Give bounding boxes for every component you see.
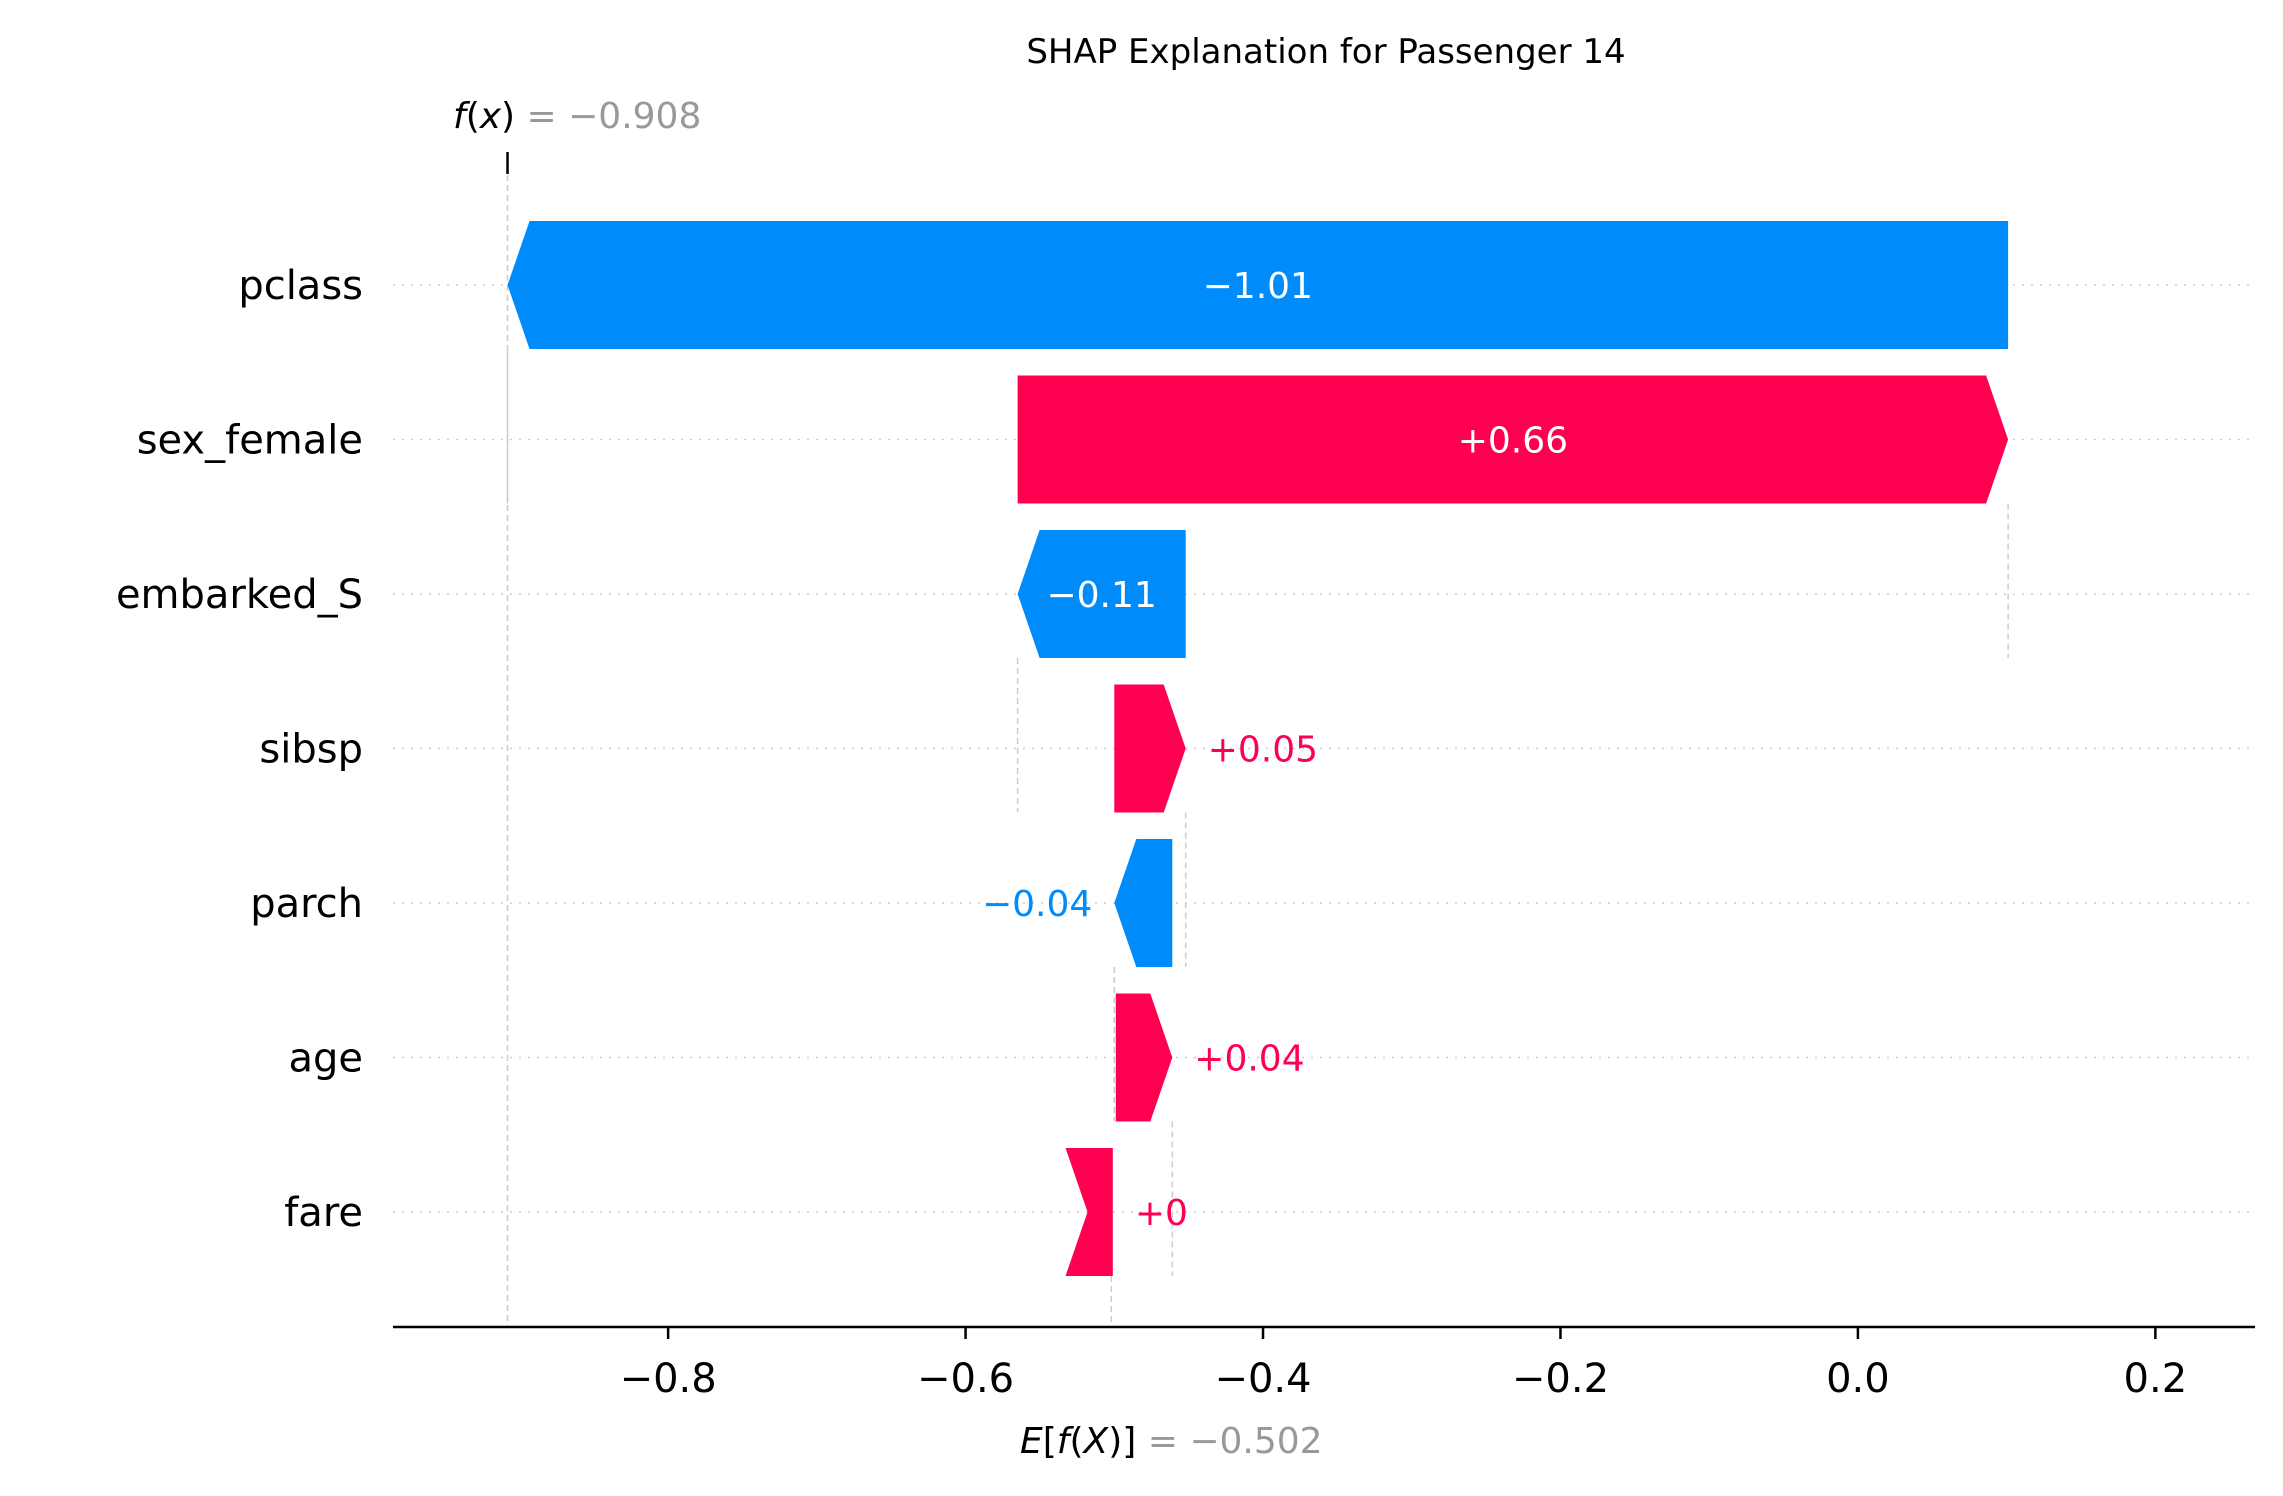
feature-label-sex-female: sex_female xyxy=(137,418,363,464)
bar-embarked-S xyxy=(1017,530,1186,658)
bar-value-label-age: +0.04 xyxy=(1194,1039,1304,1080)
fx-ex-annotations: f(x) = −0.908 E[f(X)] = −0.502 xyxy=(453,96,1323,1462)
bar-value-label-sibsp: +0.05 xyxy=(1208,730,1318,771)
x-tick-label: −0.8 xyxy=(620,1356,717,1402)
x-tick-label: 0.0 xyxy=(1826,1356,1890,1402)
chart-title: SHAP Explanation for Passenger 14 xyxy=(1026,32,1625,72)
bar-fare xyxy=(1065,1148,1113,1276)
bar-pclass xyxy=(507,221,2009,349)
feature-label-fare: fare xyxy=(284,1190,363,1236)
bar-group: −1.01 +0.66 −0.11 +0.05 −0.04 +0.04 +0 xyxy=(507,221,2009,1276)
feature-label-parch: parch xyxy=(250,881,363,927)
bar-value-label-fare: +0 xyxy=(1135,1193,1188,1234)
x-tick-label: −0.4 xyxy=(1214,1356,1311,1402)
bar-age xyxy=(1115,993,1173,1122)
feature-label-embarked-S: embarked_S xyxy=(116,572,363,618)
feature-label-sibsp: sibsp xyxy=(259,727,363,773)
bar-value-label-pclass: −1.01 xyxy=(1203,266,1313,307)
bar-value-label-embarked-S: −0.11 xyxy=(1046,575,1156,616)
x-tick-label: −0.2 xyxy=(1512,1356,1609,1402)
bar-value-label-parch: −0.04 xyxy=(982,884,1092,925)
bar-sibsp xyxy=(1114,684,1186,813)
connector-lines xyxy=(506,152,2009,1327)
fx-annotation: f(x) = −0.908 xyxy=(453,96,701,137)
x-axis: −0.8 −0.6 −0.4 −0.2 0.0 0.2 xyxy=(393,1325,2255,1402)
bar-parch xyxy=(1114,839,1173,967)
feature-label-pclass: pclass xyxy=(238,263,363,309)
expected-annotation: E[f(X)] = −0.502 xyxy=(1020,1421,1323,1462)
feature-label-age: age xyxy=(288,1036,363,1082)
bar-sex-female xyxy=(1017,375,2009,504)
x-tick-label: 0.2 xyxy=(2124,1356,2188,1402)
bar-value-label-sex-female: +0.66 xyxy=(1458,421,1568,462)
x-tick-label: −0.6 xyxy=(917,1356,1014,1402)
